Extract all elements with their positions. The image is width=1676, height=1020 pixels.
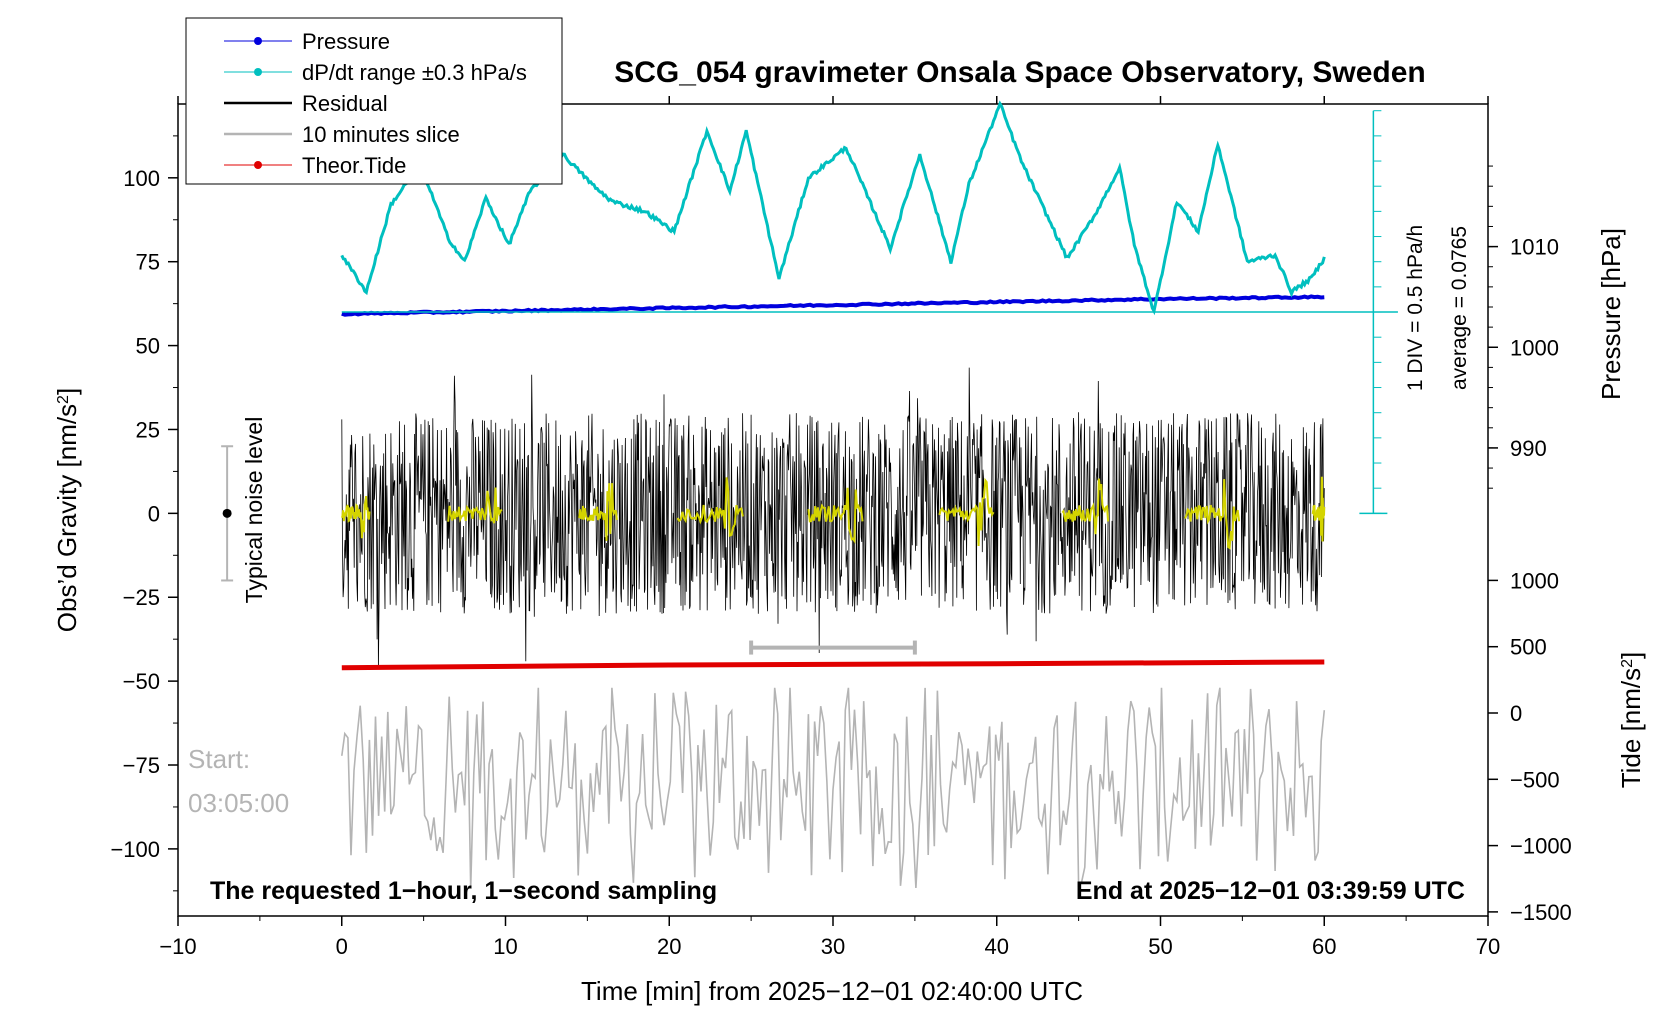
y-axis-label-tide-text: Tide [nm/s — [1616, 668, 1646, 788]
x-tick-label: 50 — [1148, 934, 1172, 959]
slice-line — [938, 477, 995, 547]
y-tick-label: 75 — [136, 250, 160, 275]
legend-label: Pressure — [302, 29, 390, 54]
y-axis-label-gravity-close: ] — [52, 388, 82, 395]
tide-tick-label: −500 — [1510, 767, 1560, 792]
y-tick-label: −75 — [123, 753, 160, 778]
legend-marker — [254, 68, 262, 76]
x-tick-label: 70 — [1476, 934, 1500, 959]
x-tick-label: 40 — [985, 934, 1009, 959]
x-tick-label: 20 — [657, 934, 681, 959]
pressure-tick-label: 1010 — [1510, 235, 1559, 260]
footer-sampling-text: The requested 1−hour, 1−second sampling — [210, 877, 717, 905]
slice-line — [340, 495, 371, 539]
y-tick-label: −50 — [123, 669, 160, 694]
y-axis-label-gravity-text: Obs’d Gravity [nm/s — [52, 404, 82, 632]
legend-marker — [254, 161, 262, 169]
start-label: Start: — [188, 744, 250, 774]
theor-tide-line — [341, 659, 1325, 671]
y-tick-label: 100 — [123, 166, 160, 191]
legend-items: Pressure dP/dt range ±0.3 hPa/s Residual 10… — [224, 29, 527, 178]
slice-line — [1061, 478, 1110, 535]
legend-label: Residual — [302, 91, 388, 116]
tide-tick-label: 1000 — [1510, 568, 1559, 593]
slice-line — [1184, 479, 1241, 550]
residual-line — [341, 367, 1325, 669]
start-time: 03:05:00 — [188, 788, 289, 818]
slice-line — [447, 487, 503, 524]
pressure-tick-label: 1000 — [1510, 335, 1559, 360]
y-tick-label: 50 — [136, 334, 160, 359]
tide-tick-label: −1000 — [1510, 834, 1572, 859]
legend-label: Theor.Tide — [302, 153, 406, 178]
x-tick-label: 60 — [1312, 934, 1336, 959]
slice-line — [1311, 476, 1326, 542]
pressure-tick-label: 990 — [1510, 436, 1547, 461]
y-axis-label-gravity-sup: 2 — [55, 395, 72, 404]
legend-label: dP/dt range ±0.3 hPa/s — [302, 60, 527, 85]
legend-box — [185, 17, 563, 185]
tide-tick-label: −1500 — [1510, 900, 1572, 925]
y-axis-label-pressure: Pressure [hPa] — [1596, 228, 1626, 400]
noise-bar-center — [222, 508, 232, 518]
y-axis-label-gravity: Obs’d Gravity [nm/s2] — [52, 388, 82, 632]
pressure-line — [341, 294, 1325, 317]
y-axis-label-tide: Tide [nm/s2] — [1616, 652, 1646, 789]
noise-level-label: Typical noise level — [241, 417, 267, 604]
tide-tick-label: 0 — [1510, 701, 1522, 726]
slice-line — [578, 483, 618, 541]
x-tick-label: 30 — [821, 934, 845, 959]
y-tick-label: 25 — [136, 417, 160, 442]
x-tick-label: 0 — [336, 934, 348, 959]
scale-div-label: 1 DIV = 0.5 hPa/h — [1404, 225, 1427, 391]
slice-line — [807, 487, 864, 544]
x-tick-label: 10 — [493, 934, 517, 959]
y-tick-label: 0 — [148, 501, 160, 526]
tide-tick-label: 500 — [1510, 635, 1547, 660]
y-axis-label-tide-close: ] — [1616, 652, 1646, 659]
chart-title: SCG_054 gravimeter Onsala Space Observat… — [614, 56, 1426, 89]
tide-residual-line — [341, 687, 1326, 889]
legend-marker — [254, 37, 262, 45]
series-layer — [340, 100, 1326, 889]
axis-ticks-layer: −10 0 10 20 30 40 50 60 701007550250−25−50−75−10… — [110, 96, 1572, 959]
legend: Pressure dP/dt range ±0.3 hPa/s Residual 10… — [185, 17, 563, 185]
x-axis-label: Time [min] from 2025−12−01 02:40:00 UTC — [581, 976, 1083, 1006]
y-axis-label-tide-sup: 2 — [1619, 659, 1636, 668]
y-tick-label: −100 — [110, 837, 160, 862]
slice-line — [676, 477, 744, 538]
y-tick-label: −25 — [123, 585, 160, 610]
scale-average-label: average = 0.0765 — [1448, 226, 1471, 390]
x-tick-label: −10 — [159, 934, 196, 959]
annotation-layer — [221, 110, 1398, 655]
legend-label: 10 minutes slice — [302, 122, 460, 147]
dpdt-line — [340, 100, 1326, 316]
footer-end-time-text: End at 2025−12−01 03:39:59 UTC — [1076, 877, 1465, 905]
